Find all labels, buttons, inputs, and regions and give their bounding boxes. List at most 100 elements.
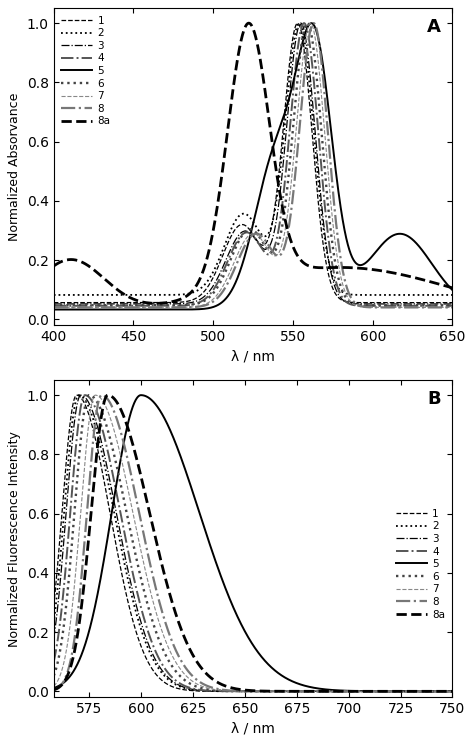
4 <box>51 657 56 666</box>
Line: 1: 1 <box>54 23 453 303</box>
6 <box>442 301 447 310</box>
5 <box>442 277 447 286</box>
1 <box>97 452 102 461</box>
3 <box>221 687 227 696</box>
8a <box>399 687 405 696</box>
6 <box>304 19 310 28</box>
8a <box>204 254 210 263</box>
7 <box>97 392 102 401</box>
1 <box>221 687 227 696</box>
8 <box>204 682 210 690</box>
7 <box>96 303 102 312</box>
7 <box>442 687 447 696</box>
2 <box>51 619 56 628</box>
8 <box>221 685 227 694</box>
3 <box>120 300 126 309</box>
Line: 8a: 8a <box>54 395 453 691</box>
5 <box>138 391 144 400</box>
4 <box>442 301 447 310</box>
1 <box>204 284 210 293</box>
1 <box>51 600 56 609</box>
3 <box>442 687 447 696</box>
Line: 2: 2 <box>54 395 453 691</box>
8a <box>105 391 110 400</box>
8 <box>399 303 405 312</box>
2 <box>399 687 405 696</box>
3 <box>51 634 56 643</box>
5 <box>51 305 56 314</box>
2 <box>296 19 302 28</box>
6 <box>120 491 126 500</box>
5 <box>51 684 56 693</box>
4 <box>301 19 307 28</box>
8a <box>204 670 210 679</box>
3 <box>450 687 456 696</box>
8 <box>399 687 405 696</box>
3 <box>204 687 210 696</box>
1 <box>120 298 126 307</box>
8a <box>399 270 405 279</box>
6 <box>96 301 102 310</box>
7 <box>308 19 313 28</box>
6 <box>399 301 405 310</box>
6 <box>442 687 447 696</box>
Line: 5: 5 <box>54 395 453 691</box>
2 <box>120 552 126 561</box>
7 <box>221 280 227 289</box>
4 <box>450 687 456 696</box>
4 <box>450 301 456 310</box>
2 <box>96 290 102 299</box>
8 <box>450 303 456 312</box>
Y-axis label: Normalized Absorvance: Normalized Absorvance <box>9 92 21 241</box>
4 <box>51 301 56 310</box>
4 <box>97 414 102 423</box>
7 <box>399 687 405 696</box>
1 <box>450 687 456 696</box>
5 <box>399 229 405 238</box>
5 <box>120 305 126 314</box>
5 <box>221 580 227 589</box>
Y-axis label: Normalized Fluorescence Intensity: Normalized Fluorescence Intensity <box>9 431 21 647</box>
Text: B: B <box>427 390 440 408</box>
Line: 5: 5 <box>54 23 453 310</box>
4 <box>120 301 126 310</box>
6 <box>450 301 456 310</box>
8 <box>204 301 210 310</box>
Legend: 1, 2, 3, 4, 5, 6, 7, 8, 8a: 1, 2, 3, 4, 5, 6, 7, 8, 8a <box>59 13 113 129</box>
6 <box>450 687 456 696</box>
2 <box>204 278 210 286</box>
Line: 6: 6 <box>54 23 453 305</box>
8a <box>221 154 227 163</box>
3 <box>96 300 102 309</box>
7 <box>204 299 210 308</box>
8a <box>450 283 456 292</box>
5 <box>399 687 405 696</box>
5 <box>204 530 210 539</box>
1 <box>442 298 447 307</box>
8a <box>153 299 159 308</box>
8a <box>120 410 126 419</box>
2 <box>51 290 56 299</box>
1 <box>74 391 80 400</box>
Line: 2: 2 <box>54 23 453 295</box>
8 <box>442 303 447 312</box>
2 <box>442 687 447 696</box>
Line: 6: 6 <box>54 395 453 691</box>
8a <box>51 685 56 694</box>
5 <box>450 286 456 295</box>
Line: 8a: 8a <box>54 23 453 304</box>
7 <box>120 462 126 471</box>
5 <box>309 19 314 28</box>
5 <box>442 687 447 696</box>
2 <box>399 290 405 299</box>
Line: 8: 8 <box>54 395 453 691</box>
8 <box>120 303 126 312</box>
4 <box>82 391 88 400</box>
6 <box>204 295 210 304</box>
X-axis label: λ / nm: λ / nm <box>231 722 275 736</box>
8 <box>96 303 102 312</box>
8a <box>96 270 102 279</box>
1 <box>399 687 405 696</box>
6 <box>120 301 126 310</box>
2 <box>76 391 82 400</box>
